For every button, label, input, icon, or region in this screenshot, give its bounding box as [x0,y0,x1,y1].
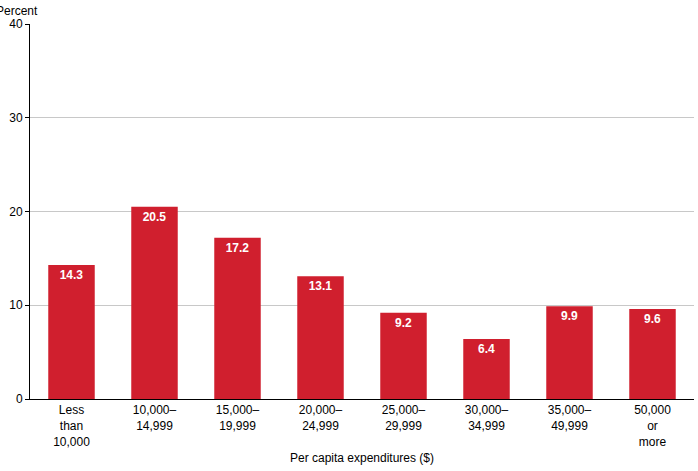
svg-text:9.2: 9.2 [395,316,412,330]
svg-text:6.4: 6.4 [478,342,495,356]
svg-text:10,000–14,999: 10,000–14,999 [133,403,177,433]
svg-text:10: 10 [9,298,23,312]
svg-text:40: 40 [9,17,23,31]
svg-text:17.2: 17.2 [226,241,250,255]
svg-text:9.6: 9.6 [644,312,661,326]
svg-text:50,000ormore: 50,000ormore [634,403,671,448]
svg-text:14.3: 14.3 [60,268,84,282]
svg-text:13.1: 13.1 [309,279,333,293]
svg-text:Percent: Percent [0,4,38,18]
svg-text:30: 30 [9,111,23,125]
svg-text:25,000–29,999: 25,000–29,999 [382,403,426,433]
svg-text:20: 20 [9,205,23,219]
svg-text:Per capita expenditures ($): Per capita expenditures ($) [290,451,434,465]
svg-text:30,000–34,999: 30,000–34,999 [465,403,509,433]
svg-text:Lessthan10,000: Lessthan10,000 [53,403,90,448]
svg-text:20.5: 20.5 [143,210,167,224]
svg-text:9.9: 9.9 [561,309,578,323]
svg-text:15,000–19,999: 15,000–19,999 [216,403,260,433]
svg-text:20,000–24,999: 20,000–24,999 [299,403,343,433]
svg-text:35,000–49,999: 35,000–49,999 [548,403,592,433]
svg-text:0: 0 [16,392,23,406]
